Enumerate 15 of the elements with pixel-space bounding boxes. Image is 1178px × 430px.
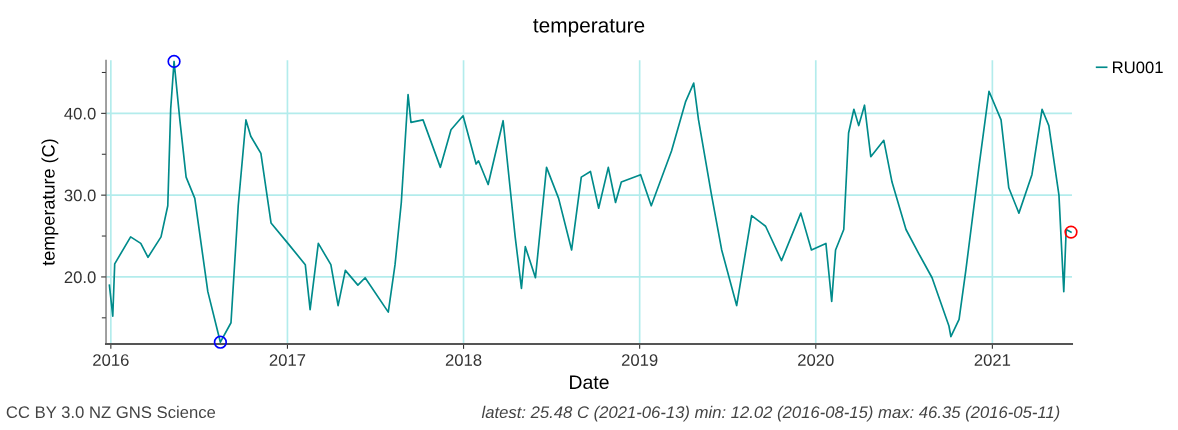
x-tick-label: 2017 xyxy=(269,354,306,366)
x-tick-label: 2020 xyxy=(798,354,834,366)
x-axis-title: Date xyxy=(570,375,609,390)
y-tick-label: 20.0 xyxy=(64,271,96,284)
x-tick-label: 2019 xyxy=(621,354,658,366)
x-tick-label: 2016 xyxy=(93,354,129,366)
legend-label: RU001 xyxy=(1113,61,1163,74)
chart-title: temperature xyxy=(533,18,645,37)
x-tick-label: 2018 xyxy=(445,354,482,366)
x-tick-label: 2021 xyxy=(974,354,1011,366)
y-tick-label: 40.0 xyxy=(64,107,96,120)
text: latest: 25.48 C (2021-06-13) min: 12.02 (2016-08-15) max: 46.35 (2016-05-11) xyxy=(481,405,1060,422)
text: CC BY 3.0 NZ GNS Science xyxy=(6,405,216,419)
y-tick-label: 30.0 xyxy=(64,189,96,202)
y-axis-title: temperature (C) xyxy=(41,139,59,266)
